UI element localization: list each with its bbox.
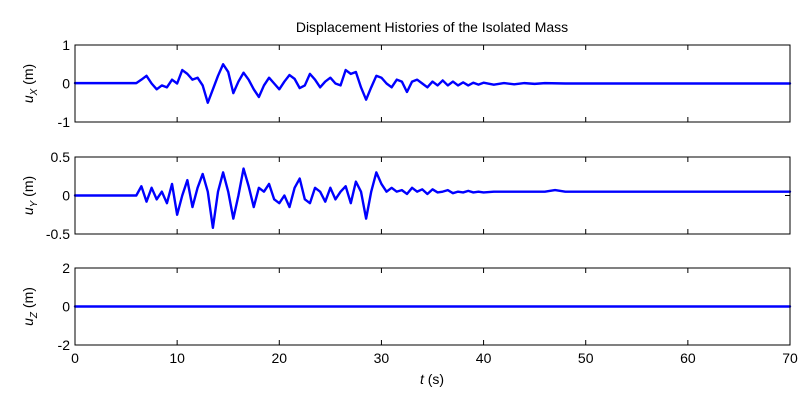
y-label-variable: u: [20, 95, 36, 103]
x-tick-label: 20: [271, 350, 287, 366]
y-label-variable: u: [20, 207, 36, 215]
panel-2-y-axis-label: uY (m): [20, 176, 40, 215]
panel-2-ytick-label: -0.5: [46, 226, 70, 242]
panel-1-ytick-label: -1: [58, 114, 71, 130]
chart-title: Displacement Histories of the Isolated M…: [296, 19, 568, 35]
x-tick-label: 70: [782, 350, 798, 366]
x-tick-label: 0: [71, 350, 79, 366]
y-label-subscript: Z: [29, 311, 40, 319]
panel-2-ytick-label: 0.5: [51, 149, 71, 165]
panel-3-axes-box: [74, 267, 791, 346]
y-label-variable: u: [20, 318, 36, 326]
x-axis-label-variable: t: [420, 371, 425, 387]
panel-2-series-line: [73, 167, 792, 230]
y-label-subscript: Y: [29, 199, 40, 207]
panel-3-ytick-label: 0: [62, 299, 70, 315]
x-tick-label: 30: [374, 350, 390, 366]
x-axis-label: t (s): [420, 371, 444, 387]
y-label-unit: (m): [20, 176, 36, 201]
panel-1-y-axis-label: uX (m): [20, 64, 40, 103]
panel-2: -0.5 0 0.5 uY (m): [20, 149, 792, 242]
panel-2-ytick-label: 0: [62, 188, 70, 204]
panel-1-axes-box: [74, 44, 791, 123]
y-label-unit: (m): [20, 64, 36, 89]
panel-2-axes-box: [74, 156, 791, 235]
x-tick-label: 60: [680, 350, 696, 366]
panel-3-y-axis-label: uZ (m): [20, 287, 40, 326]
panel-1-ytick-label: 0: [62, 76, 70, 92]
x-tick-label: 10: [169, 350, 185, 366]
panel-1: -1 0 1 uX (m): [20, 37, 792, 130]
panel-1-series-line: [73, 63, 792, 104]
panel-3-ytick-label: -2: [58, 337, 71, 353]
y-label-subscript: X: [29, 88, 40, 96]
panel-1-ytick-label: 1: [62, 37, 70, 53]
panel-3-ytick-label: 2: [62, 260, 70, 276]
x-tick-label: 50: [578, 350, 594, 366]
y-label-unit: (m): [20, 287, 36, 312]
x-tick-label: 40: [476, 350, 492, 366]
x-axis-label-unit: (s): [424, 371, 444, 387]
